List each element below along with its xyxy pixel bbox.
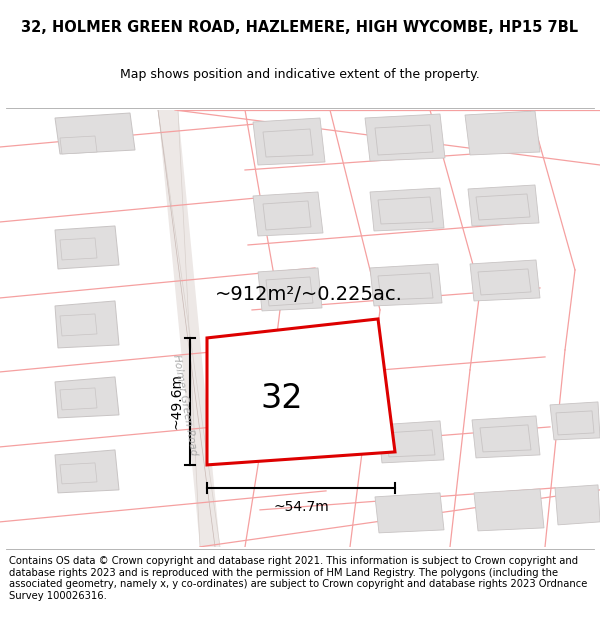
Polygon shape [378,197,433,224]
Polygon shape [370,188,444,231]
Polygon shape [480,425,531,452]
Polygon shape [378,421,444,463]
Polygon shape [370,264,442,306]
Polygon shape [378,273,433,300]
Polygon shape [263,201,311,230]
Text: 32: 32 [260,382,303,415]
Polygon shape [55,301,119,348]
Polygon shape [468,185,539,226]
Polygon shape [60,314,97,336]
Polygon shape [60,136,97,154]
Polygon shape [60,388,97,410]
Polygon shape [258,268,322,311]
Polygon shape [556,411,594,435]
Polygon shape [478,269,531,295]
Text: ~49.6m: ~49.6m [170,373,184,429]
Polygon shape [55,377,119,418]
Polygon shape [60,238,97,260]
Polygon shape [253,118,325,165]
Text: Contains OS data © Crown copyright and database right 2021. This information is : Contains OS data © Crown copyright and d… [9,556,587,601]
Text: ~54.7m: ~54.7m [273,500,329,514]
Polygon shape [386,430,435,457]
Polygon shape [266,277,313,306]
Polygon shape [365,114,445,161]
Polygon shape [375,125,433,155]
Polygon shape [550,402,600,440]
Text: ~912m²/~0.225ac.: ~912m²/~0.225ac. [215,286,403,304]
Polygon shape [474,489,544,531]
Polygon shape [55,113,135,154]
Polygon shape [375,493,444,533]
Polygon shape [55,450,119,493]
Polygon shape [470,260,540,301]
Text: Holmer Green Road: Holmer Green Road [171,354,199,456]
Polygon shape [55,226,119,269]
Polygon shape [207,319,395,465]
Polygon shape [465,111,540,155]
Polygon shape [472,416,540,458]
Polygon shape [263,129,313,157]
Polygon shape [60,463,97,484]
Polygon shape [555,485,600,525]
Text: Map shows position and indicative extent of the property.: Map shows position and indicative extent… [120,68,480,81]
Polygon shape [476,194,530,220]
Polygon shape [158,110,220,547]
Text: 32, HOLMER GREEN ROAD, HAZLEMERE, HIGH WYCOMBE, HP15 7BL: 32, HOLMER GREEN ROAD, HAZLEMERE, HIGH W… [22,20,578,35]
Polygon shape [253,192,323,236]
